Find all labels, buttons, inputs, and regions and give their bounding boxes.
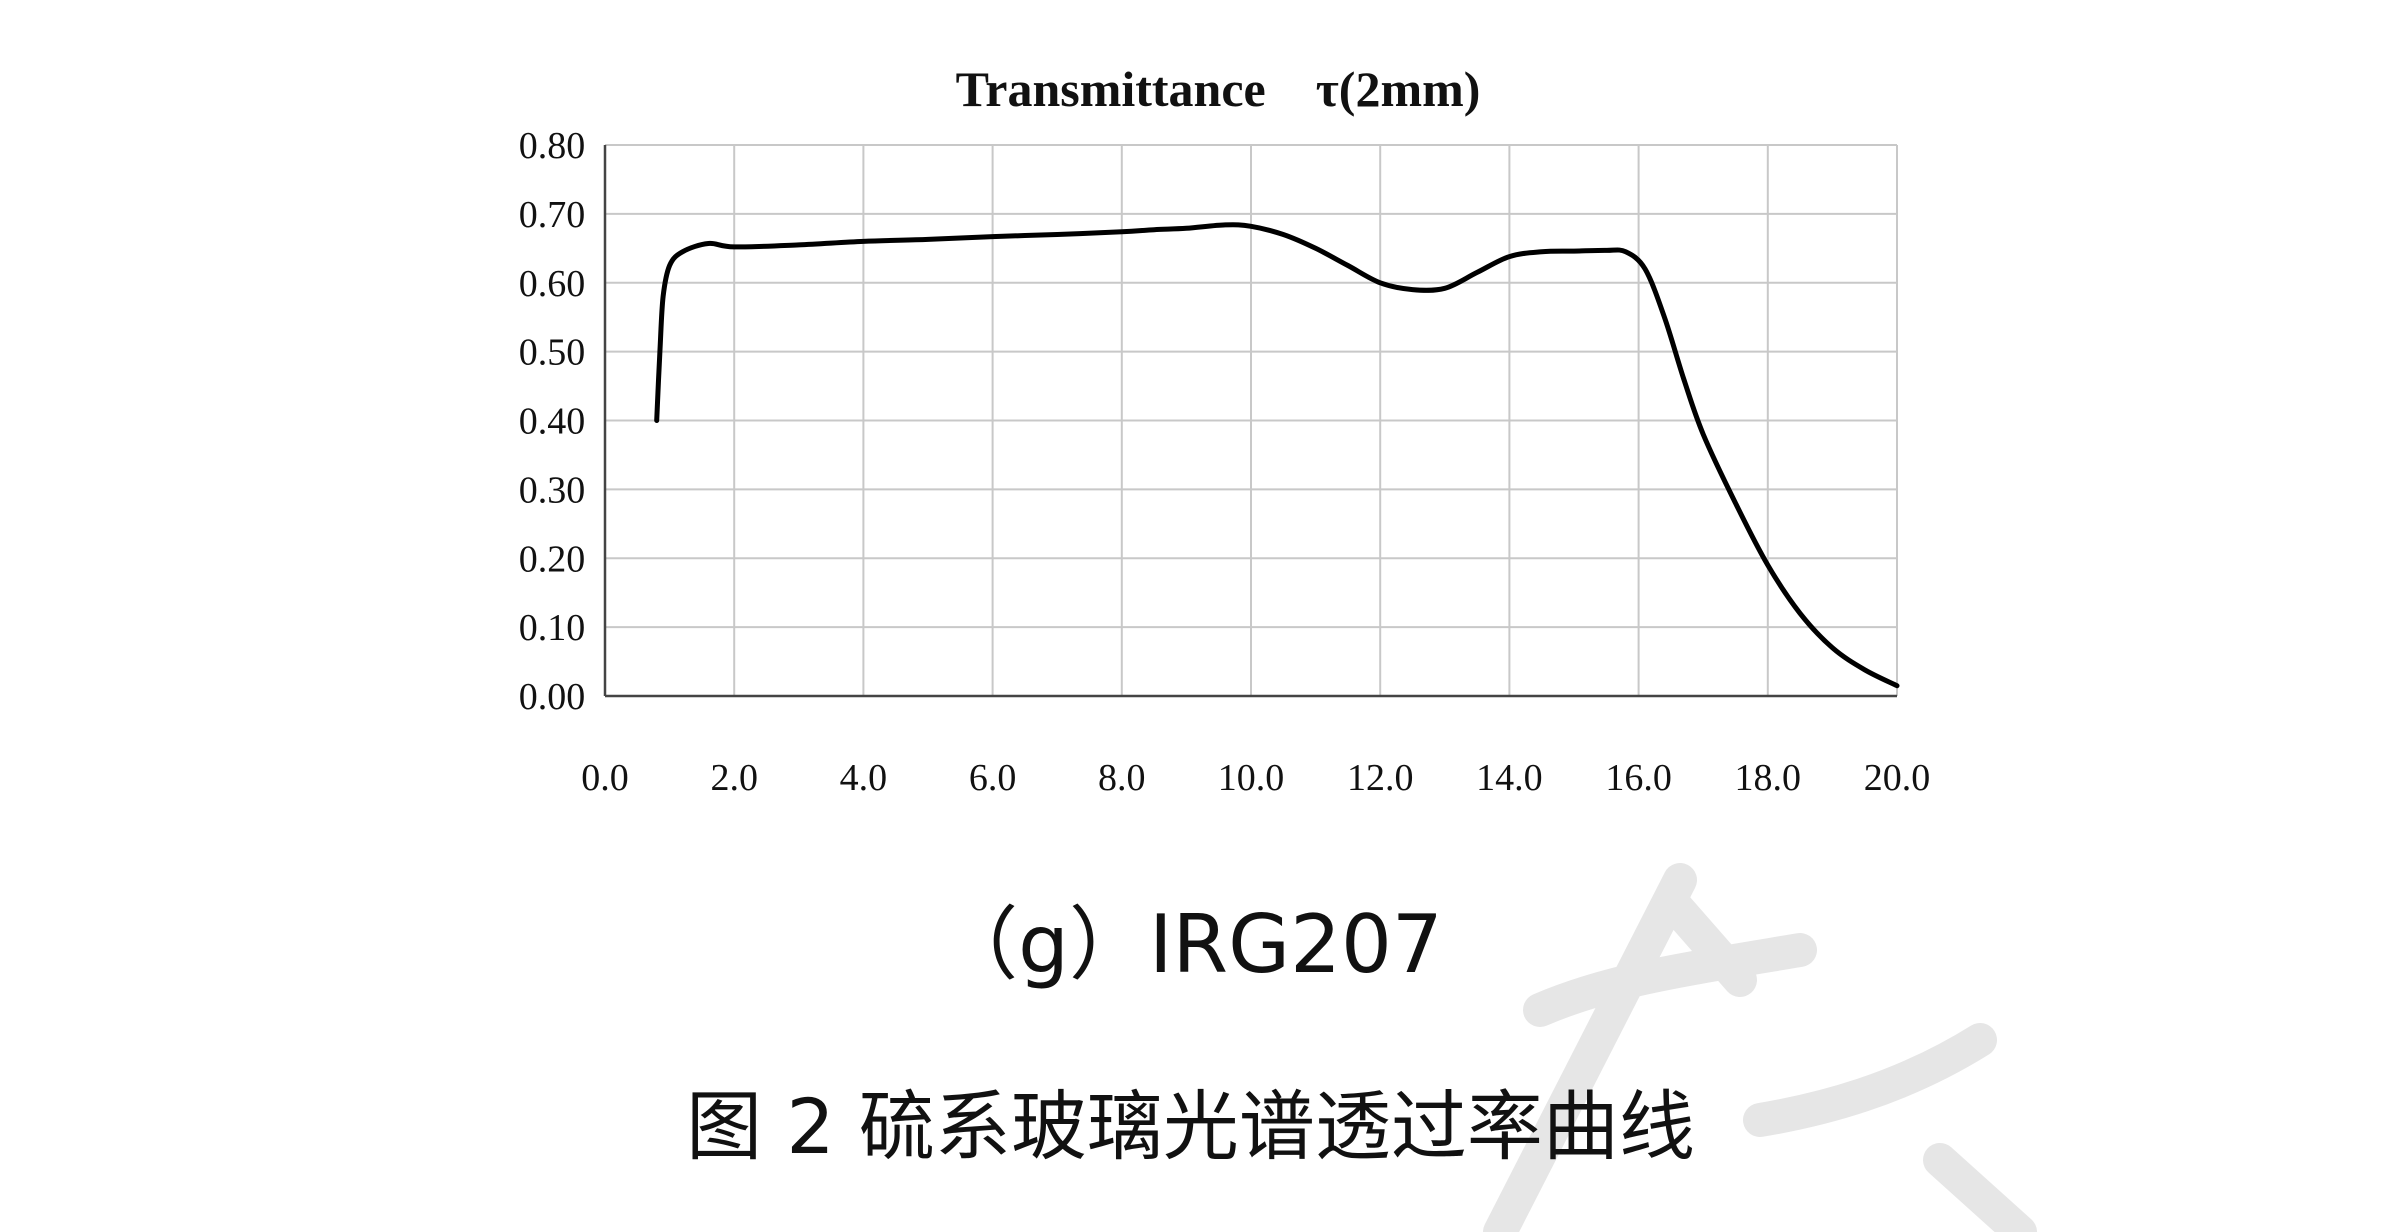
transmittance-series-line [654, 222, 1900, 689]
x-tick-labels: 0.0 2.0 4.0 6.0 8.0 10.0 12.0 14.0 16.0 18.0 20.0 [581, 757, 1930, 799]
figure-caption: 图 2 硫系玻璃光谱透过率曲线 [686, 1082, 1695, 1171]
x-tick-label: 16.0 [1605, 757, 1672, 799]
x-tick-label: 14.0 [1476, 757, 1543, 799]
y-tick-labels: 0.00 0.10 0.20 0.30 0.40 0.50 0.60 0.70 0.80 [519, 125, 586, 718]
x-tick-label: 18.0 [1735, 757, 1802, 799]
y-tick-label: 0.20 [519, 538, 586, 580]
sub-caption: （g）IRG207 [938, 898, 1443, 991]
x-tick-label: 10.0 [1218, 757, 1285, 799]
grid-layer [605, 144, 1898, 696]
y-tick-label: 0.30 [519, 469, 586, 511]
x-tick-label: 4.0 [840, 757, 888, 799]
y-tick-label: 0.40 [519, 401, 586, 443]
y-tick-label: 0.50 [519, 332, 586, 374]
x-tick-label: 20.0 [1864, 757, 1931, 799]
x-tick-label: 2.0 [710, 757, 758, 799]
axis-layer [603, 145, 1897, 698]
watermark-logo [1483, 863, 2037, 1232]
y-tick-label: 0.80 [519, 125, 586, 167]
x-tick-label: 0.0 [581, 757, 629, 799]
chart-title: Transmittance τ(2mm) [956, 61, 1481, 117]
x-tick-label: 12.0 [1347, 757, 1414, 799]
y-tick-label: 0.10 [519, 607, 586, 649]
series-layer [654, 222, 1900, 689]
y-tick-label: 0.70 [519, 194, 586, 236]
x-tick-label: 6.0 [969, 757, 1017, 799]
y-tick-label: 0.60 [519, 263, 586, 305]
y-tick-label: 0.00 [519, 676, 586, 718]
x-tick-label: 8.0 [1098, 757, 1146, 799]
